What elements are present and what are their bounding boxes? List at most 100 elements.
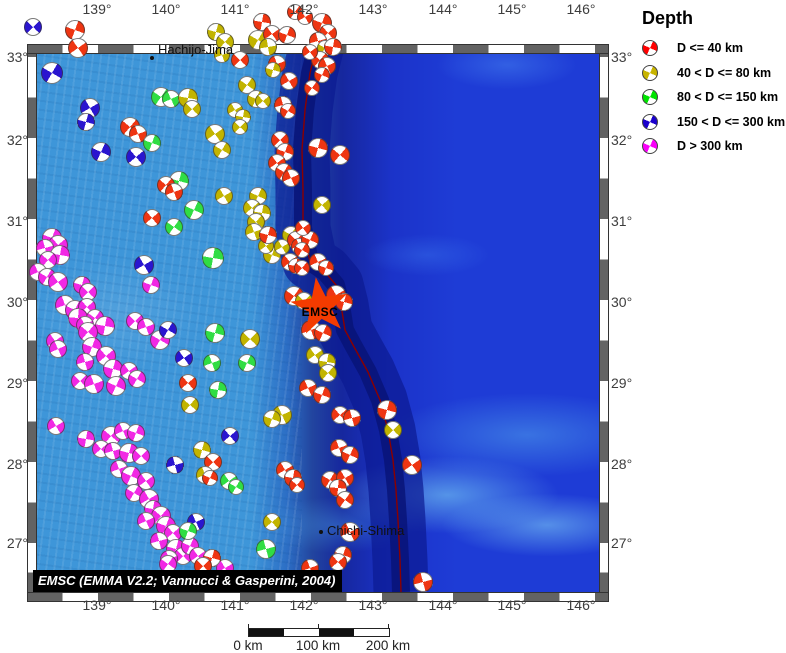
focal-mechanism-ball <box>330 145 350 165</box>
focal-mechanism-ball <box>106 376 126 396</box>
legend-item: D > 300 km <box>636 137 786 157</box>
focal-mechanism-ball <box>228 479 244 495</box>
focal-mechanism-ball <box>202 470 218 486</box>
scale-bar-tick <box>388 624 389 629</box>
focal-mechanism-ball <box>255 93 271 109</box>
focal-mechanism-ball <box>48 272 68 292</box>
legend-item-label: D <= 40 km <box>677 41 744 55</box>
focal-mechanism-ball <box>209 381 227 399</box>
focal-mechanism-ball <box>95 316 115 336</box>
focal-mechanism-ball <box>84 374 104 394</box>
focal-mechanism-ball <box>179 522 197 540</box>
focal-mechanism-ball <box>181 396 199 414</box>
focal-mechanism-ball <box>142 276 160 294</box>
lon-label: 140° <box>151 597 181 613</box>
place-label: Chichi-Shima <box>327 523 405 538</box>
place-marker-dot <box>319 530 323 534</box>
focal-mechanism-ball <box>314 324 332 342</box>
focal-mechanism-ball <box>294 260 310 276</box>
focal-mechanism-icon <box>642 64 658 81</box>
focal-mechanism-ball <box>280 72 298 90</box>
focal-mechanism-ball <box>47 417 65 435</box>
focal-mechanism-ball <box>238 354 256 372</box>
lat-label: 32° <box>6 132 28 148</box>
lat-label: 28° <box>6 456 28 472</box>
focal-mechanism-ball <box>302 44 318 60</box>
focal-mechanism-icon <box>642 89 658 106</box>
lon-label: 140° <box>151 1 181 17</box>
focal-mechanism-ball <box>232 119 248 135</box>
legend-item-label: 80 < D <= 150 km <box>677 90 779 105</box>
focal-mechanism-ball <box>132 447 150 465</box>
legend: Depth D <= 40 km 40 < D <= 80 km 80 < D <=… <box>636 8 786 155</box>
legend-item-label: 40 < D <= 80 km <box>677 65 772 80</box>
scale-bar-segment <box>354 629 389 636</box>
focal-mechanism-ball <box>175 349 193 367</box>
focal-mechanism-ball <box>324 38 342 56</box>
focal-mechanism-ball <box>143 209 161 227</box>
focal-mechanism-ball <box>143 134 161 152</box>
focal-mechanism-ball <box>240 329 260 349</box>
lat-label: 28° <box>611 456 633 472</box>
focal-mechanism-ball <box>127 424 145 442</box>
focal-mechanism-ball <box>76 353 94 371</box>
focal-mechanism-ball <box>319 364 337 382</box>
focal-mechanism-ball <box>24 18 42 36</box>
lon-label: 139° <box>82 1 112 17</box>
focal-mechanism-ball <box>336 491 354 509</box>
focal-mechanism-ball <box>402 455 422 475</box>
focal-mechanism-ball <box>238 76 256 94</box>
focal-mechanism-ball <box>49 340 67 358</box>
focal-mechanism-ball <box>263 513 281 531</box>
focal-mechanism-ball <box>126 147 146 167</box>
focal-mechanism-ball <box>263 410 281 428</box>
focal-mechanism-ball <box>215 187 233 205</box>
focal-mechanism-ball <box>213 141 231 159</box>
focal-mechanism-ball <box>68 38 88 58</box>
lat-label: 32° <box>611 132 633 148</box>
focal-mechanism-ball <box>41 62 63 84</box>
lat-label: 29° <box>6 375 28 391</box>
legend-item-label: 150 < D <= 300 km <box>677 114 786 129</box>
emsc-star-label: EMSC <box>301 305 339 319</box>
scale-bar-tick <box>318 624 319 629</box>
lon-label: 141° <box>220 1 250 17</box>
map-frame-border-right <box>599 44 609 602</box>
focal-mechanism-ball <box>165 183 183 201</box>
scale-bar-tick <box>248 624 249 629</box>
map-frame-border-left <box>27 44 37 602</box>
lon-label: 141° <box>220 597 250 613</box>
focal-mechanism-ball <box>304 80 320 96</box>
focal-mechanism-ball <box>413 572 433 592</box>
focal-mechanism-ball <box>179 374 197 392</box>
focal-mechanism-ball <box>329 553 347 571</box>
scale-bar-segment <box>249 629 284 636</box>
focal-mechanism-ball <box>137 512 155 530</box>
lat-label: 31° <box>611 213 633 229</box>
lat-label: 27° <box>6 535 28 551</box>
lat-label: 30° <box>611 294 633 310</box>
focal-mechanism-icon <box>642 113 658 130</box>
place-label: Hachijo-Jima <box>158 42 234 57</box>
lon-label: 145° <box>497 1 527 17</box>
focal-mechanism-ball <box>280 103 296 119</box>
focal-mechanism-ball <box>202 247 224 269</box>
scale-bar-segment <box>284 629 319 636</box>
lon-label: 143° <box>358 1 388 17</box>
focal-mechanism-ball <box>221 427 239 445</box>
focal-mechanism-ball <box>295 220 311 236</box>
focal-mechanism-ball <box>313 386 331 404</box>
scale-bar: 0 km 100 km 200 km <box>233 624 410 653</box>
focal-mechanism-ball <box>77 430 95 448</box>
scale-bar-segment <box>319 629 354 636</box>
lon-label: 139° <box>82 597 112 613</box>
scale-bar-label: 100 km <box>295 638 341 653</box>
lat-label: 33° <box>6 49 28 65</box>
focal-mechanism-ball <box>259 38 277 56</box>
focal-mechanism-ball <box>159 321 177 339</box>
focal-mechanism-ball <box>165 218 183 236</box>
focal-mechanism-ball <box>289 477 305 493</box>
focal-mechanism-ball <box>282 169 300 187</box>
focal-mechanism-ball <box>343 409 361 427</box>
